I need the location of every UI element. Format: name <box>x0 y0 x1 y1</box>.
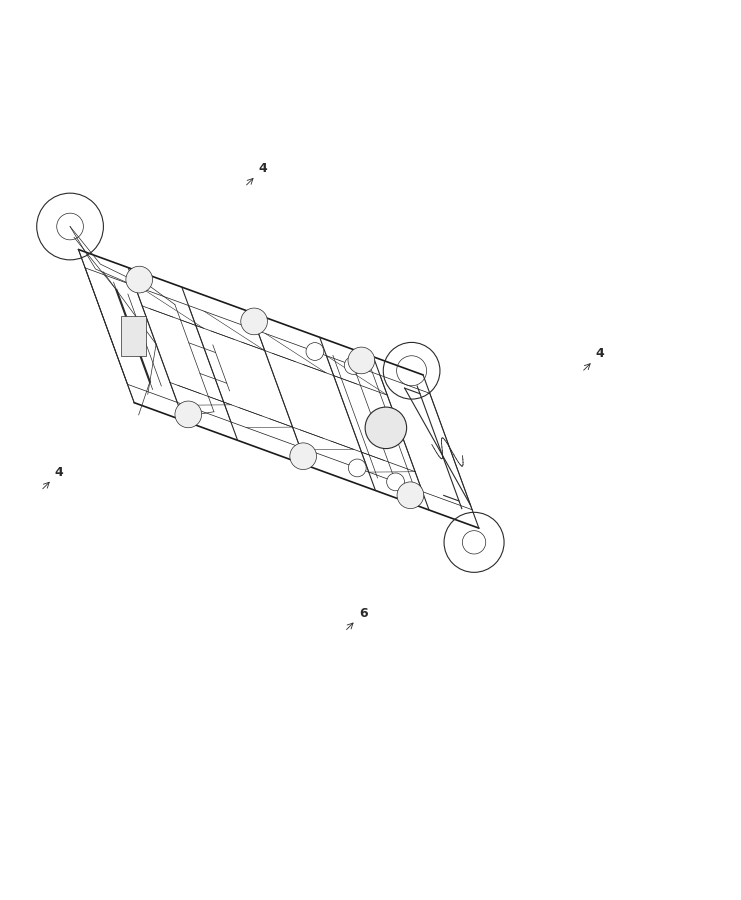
Circle shape <box>241 308 268 335</box>
Circle shape <box>387 473 405 491</box>
Text: 6: 6 <box>359 607 368 619</box>
Text: 4: 4 <box>259 162 268 175</box>
Circle shape <box>345 356 362 374</box>
Text: 4: 4 <box>55 465 64 479</box>
Circle shape <box>397 482 424 508</box>
Circle shape <box>290 443 316 470</box>
Circle shape <box>306 343 324 360</box>
Circle shape <box>348 347 375 374</box>
Circle shape <box>365 407 407 448</box>
Circle shape <box>126 266 153 292</box>
Circle shape <box>175 401 202 428</box>
Circle shape <box>348 459 366 477</box>
Text: 4: 4 <box>596 347 605 360</box>
FancyBboxPatch shape <box>121 316 146 356</box>
